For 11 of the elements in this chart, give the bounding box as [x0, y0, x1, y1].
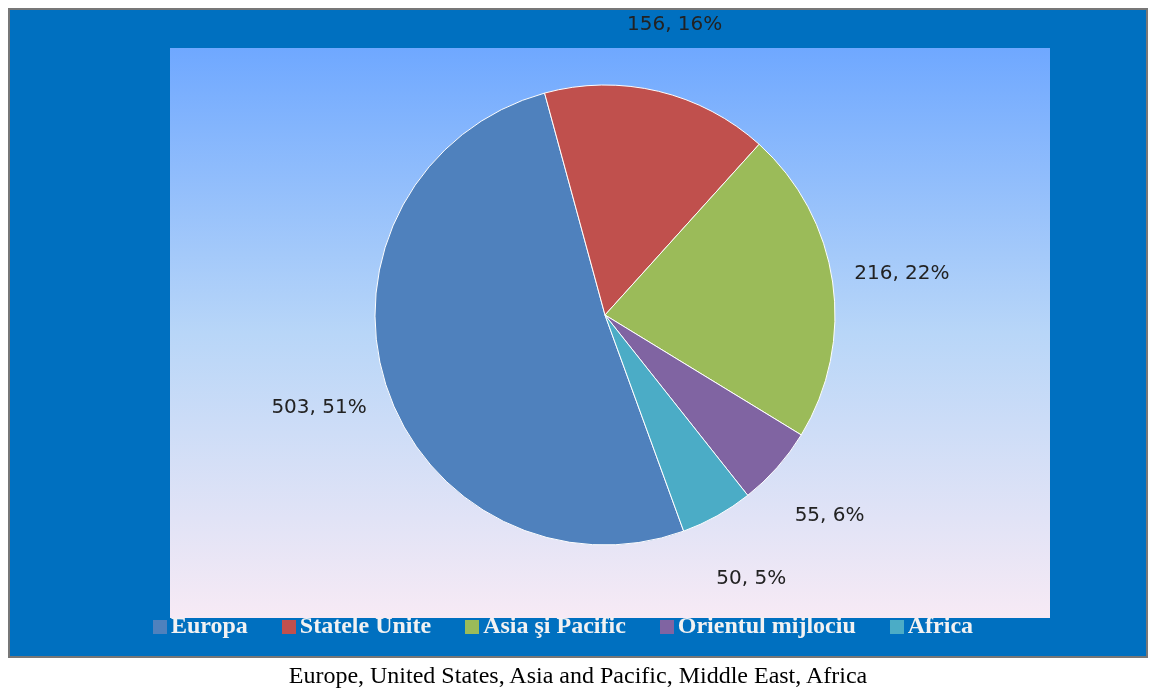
- data-label: 50, 5%: [716, 564, 787, 589]
- legend-label: Europa: [170, 612, 248, 638]
- legend-label: Orientul mijlociu: [677, 612, 856, 638]
- data-label: 503, 51%: [271, 393, 367, 418]
- data-label: 216, 22%: [854, 259, 950, 284]
- data-label: 55, 6%: [794, 501, 865, 526]
- data-label: 156, 16%: [627, 11, 723, 36]
- text: Europe, United States, Asia and Pacific, Middle East, Africa: [287, 662, 869, 689]
- legend-label: Asia şi Pacific: [483, 612, 626, 638]
- legend-label: Statele Unite: [299, 612, 432, 638]
- legend-label: Africa: [907, 612, 974, 638]
